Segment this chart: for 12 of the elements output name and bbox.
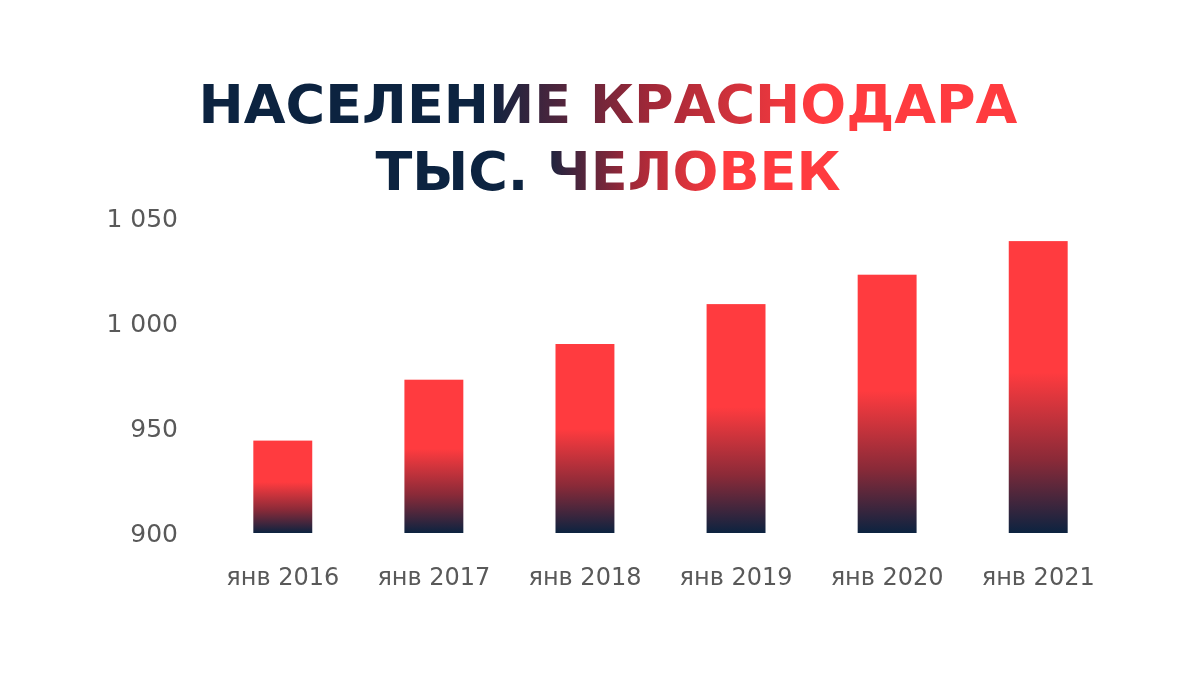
x-tick-label: янв 2021	[981, 563, 1095, 591]
x-tick-label: янв 2017	[377, 563, 491, 591]
y-tick-label: 950	[130, 413, 178, 443]
y-tick-label: 1 050	[106, 203, 178, 233]
x-tick-label: янв 2018	[528, 563, 642, 591]
chart-subtitle: ТЫС. ЧЕЛОВЕК	[375, 140, 841, 203]
x-tick-label: янв 2020	[830, 563, 944, 591]
x-tick-label: янв 2016	[226, 563, 340, 591]
y-tick-label: 1 000	[106, 308, 178, 338]
x-tick-label: янв 2019	[679, 563, 793, 591]
y-tick-label: 900	[130, 518, 178, 548]
chart-title: НАСЕЛЕНИЕ КРАСНОДАРА	[198, 73, 1018, 136]
